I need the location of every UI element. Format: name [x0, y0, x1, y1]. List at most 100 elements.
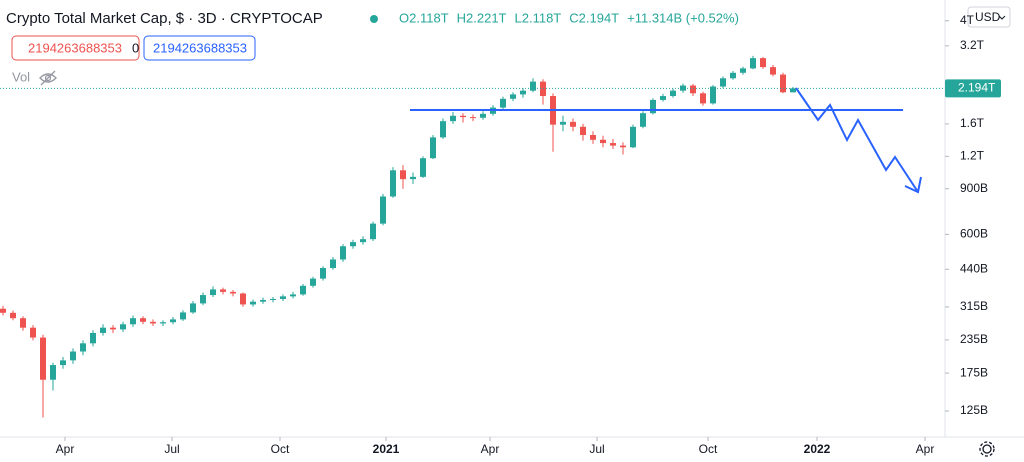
x-tick-label: Oct: [699, 442, 718, 456]
y-tick-label: 440B: [960, 261, 988, 275]
y-tick-label: 125B: [960, 403, 988, 417]
candle-body: [770, 67, 776, 75]
candle-body: [640, 113, 646, 127]
candle-body: [530, 81, 536, 91]
y-tick-label: 175B: [960, 365, 988, 379]
candle-body: [650, 99, 656, 114]
candle-body: [480, 113, 486, 118]
y-tick-label: 600B: [960, 227, 988, 241]
candle-body: [150, 321, 156, 324]
candle-body: [510, 94, 516, 99]
hide-icon[interactable]: [39, 70, 57, 86]
candle-body: [20, 318, 26, 328]
candle-body: [280, 296, 286, 299]
x-tick-label: Jul: [164, 442, 179, 456]
candle-body: [70, 351, 76, 361]
candle-body: [230, 291, 236, 294]
price-box-blue[interactable]: [143, 35, 256, 61]
candle-body: [90, 332, 96, 344]
volume-label: Vol: [12, 69, 30, 84]
candle-body: [300, 285, 306, 295]
candle-body: [600, 139, 606, 144]
y-tick-label: 235B: [960, 332, 988, 346]
candle-body: [220, 289, 226, 292]
candle-body: [190, 303, 196, 313]
x-tick-label: Oct: [271, 442, 290, 456]
x-tick-label: 2022: [804, 442, 831, 456]
candle-body: [0, 308, 6, 313]
candle-body: [270, 298, 276, 300]
x-tick-label: Apr: [56, 442, 75, 456]
candle-body: [450, 115, 456, 122]
y-tick-label: 315B: [960, 299, 988, 313]
candle-body: [380, 196, 386, 224]
y-tick-label: 1.6T: [960, 116, 985, 130]
settings-icon[interactable]: [979, 441, 995, 457]
candle-body: [790, 88, 796, 93]
candle-body: [110, 327, 116, 330]
last-price-label: 2.194T: [958, 81, 996, 95]
status-dot: [370, 15, 378, 23]
candle-body: [410, 176, 416, 180]
candle-body: [700, 93, 706, 104]
candle-body: [420, 158, 426, 177]
candle-body: [440, 121, 446, 138]
y-tick-label: 3.2T: [960, 38, 985, 52]
drawn-arrow-head: [904, 176, 922, 194]
candle-body: [690, 85, 696, 94]
legend-item: H2.221T: [457, 10, 507, 25]
candle-body: [670, 90, 676, 97]
candle-body: [370, 223, 376, 240]
candle-body: [740, 68, 746, 73]
price-box-red[interactable]: [11, 35, 140, 61]
candle-body: [660, 96, 666, 100]
candle-body: [360, 239, 366, 243]
candle-body: [720, 78, 726, 87]
x-tick-label: Apr: [916, 442, 935, 456]
candle-body: [330, 259, 336, 269]
x-tick-label: Apr: [481, 442, 500, 456]
candle-body: [50, 365, 56, 380]
legend-item: C2.194T: [569, 10, 619, 25]
candle-body: [240, 293, 246, 305]
candle-body: [80, 343, 86, 352]
legend-item: +11.314B (+0.52%): [627, 10, 739, 25]
candle-body: [30, 327, 36, 338]
y-tick-label: 1.2T: [960, 148, 985, 162]
candle-body: [760, 58, 766, 68]
candle-body: [730, 72, 736, 79]
candle-body: [470, 117, 476, 119]
candle-body: [130, 318, 136, 325]
price-box-red-text: 2194263688353: [28, 40, 122, 55]
candle-body: [620, 145, 626, 148]
candle-body: [430, 137, 436, 159]
candle-body: [320, 268, 326, 279]
candle-body: [290, 294, 296, 297]
spread-text: 0: [132, 40, 139, 55]
candle-body: [590, 135, 596, 140]
candle-body: [60, 360, 66, 366]
candle-body: [500, 98, 506, 108]
candle-body: [250, 301, 256, 305]
price-box-blue-text: 2194263688353: [153, 40, 247, 55]
y-tick-label: 900B: [960, 181, 988, 195]
candle-body: [200, 295, 206, 304]
candle-body: [610, 143, 616, 146]
candle-body: [710, 86, 716, 104]
legend-item: L2.118T: [515, 10, 562, 25]
candle-body: [580, 126, 586, 136]
legend-item: O2.118T: [399, 10, 449, 25]
x-tick-label: Jul: [589, 442, 604, 456]
candle-body: [100, 327, 106, 333]
candle-body: [210, 289, 216, 296]
candle-body: [120, 324, 126, 330]
candle-body: [520, 90, 526, 95]
candle-body: [570, 121, 576, 127]
candle-body: [140, 318, 146, 322]
currency-button[interactable]: [967, 6, 1011, 28]
drawn-projection[interactable]: [795, 87, 919, 193]
currency-label: USD: [975, 10, 1001, 24]
candle-body: [460, 115, 466, 118]
ohlc-legend: O2.118T H2.221T L2.118T C2.194T +11.314B (+0…: [399, 10, 739, 25]
